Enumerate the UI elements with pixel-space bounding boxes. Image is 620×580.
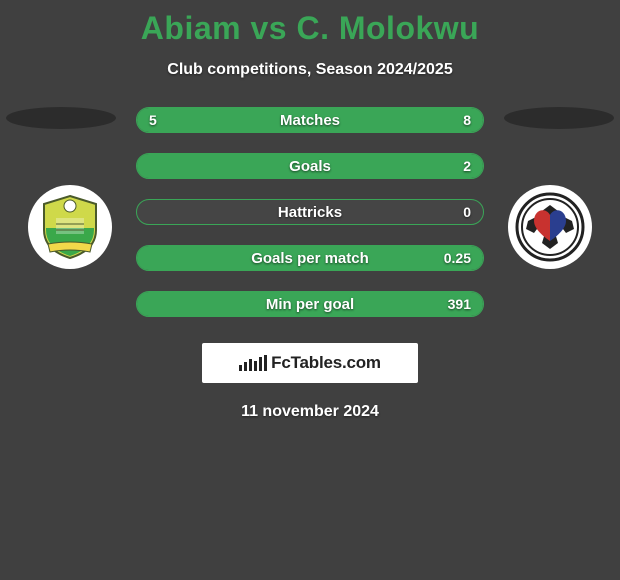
stat-label: Min per goal xyxy=(137,296,483,313)
club-badge-right xyxy=(508,185,592,269)
stat-bar-goals: Goals 2 xyxy=(136,153,484,179)
stat-label: Goals per match xyxy=(137,250,483,267)
club-crest-right xyxy=(514,191,586,263)
bar-chart-icon xyxy=(239,355,267,371)
stat-label: Matches xyxy=(137,112,483,129)
stat-value-right: 2 xyxy=(463,158,471,174)
stat-value-right: 8 xyxy=(463,112,471,128)
stat-label: Hattricks xyxy=(137,204,483,221)
comparison-layout: 5 Matches 8 Goals 2 Hattricks 0 Goals pe… xyxy=(0,107,620,421)
stat-bars: 5 Matches 8 Goals 2 Hattricks 0 Goals pe… xyxy=(136,107,484,317)
stat-bar-min-per-goal: Min per goal 391 xyxy=(136,291,484,317)
stat-value-right: 0 xyxy=(463,204,471,220)
stat-bar-hattricks: Hattricks 0 xyxy=(136,199,484,225)
brand-box: FcTables.com xyxy=(202,343,418,383)
page-title: Abiam vs C. Molokwu xyxy=(0,0,620,47)
club-crest-left xyxy=(40,194,100,260)
date-text: 11 november 2024 xyxy=(0,403,620,421)
stat-bar-goals-per-match: Goals per match 0.25 xyxy=(136,245,484,271)
stat-label: Goals xyxy=(137,158,483,175)
stat-bar-matches: 5 Matches 8 xyxy=(136,107,484,133)
stat-value-right: 391 xyxy=(448,296,471,312)
shadow-ellipse-right xyxy=(504,107,614,129)
brand-text: FcTables.com xyxy=(271,353,381,373)
shadow-ellipse-left xyxy=(6,107,116,129)
stat-value-right: 0.25 xyxy=(444,250,471,266)
club-badge-left xyxy=(28,185,112,269)
subtitle: Club competitions, Season 2024/2025 xyxy=(0,61,620,79)
